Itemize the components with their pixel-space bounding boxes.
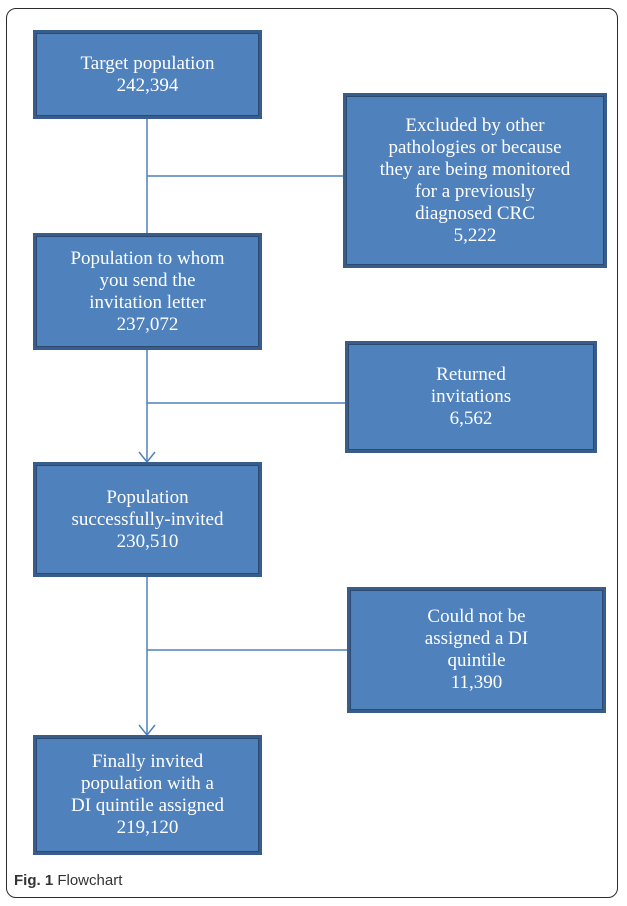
returned-line-2: invitations — [430, 386, 512, 407]
target-count: 242,394 — [116, 74, 179, 96]
noquintile-line-1: Could not be — [427, 606, 526, 627]
noquintile-line-2: assigned a DI — [424, 628, 529, 649]
box-excluded: Excluded by other pathologies or because… — [343, 93, 607, 268]
target-line-1: Target population — [80, 52, 215, 74]
caption-label: Fig. 1 — [14, 872, 54, 889]
figure-caption: Fig. 1 Flowchart — [14, 872, 122, 889]
returned-count: 6,562 — [449, 408, 493, 429]
box-final-population: Finally invited population with a DI qui… — [33, 735, 262, 855]
invited-line-2: you send the — [99, 269, 196, 291]
excluded-line-1: Excluded by other — [405, 114, 545, 136]
final-line-3: DI quintile assigned — [70, 795, 225, 816]
excluded-line-4: for a previously — [414, 180, 536, 202]
box-no-quintile: Could not be assigned a DI quintile 11,3… — [347, 587, 606, 713]
successful-line-2: successfully-invited — [71, 508, 224, 530]
final-count: 219,120 — [116, 817, 179, 838]
final-line-1: Finally invited — [91, 751, 204, 772]
invited-line-1: Population to whom — [70, 247, 225, 269]
successful-line-1: Population — [106, 486, 189, 508]
box-successfully-invited: Population successfully-invited 230,510 — [33, 462, 262, 577]
successful-count: 230,510 — [116, 530, 179, 552]
excluded-line-5: diagnosed CRC — [415, 202, 535, 224]
excluded-line-3: they are being monitored — [379, 158, 571, 180]
excluded-line-2: pathologies or because — [388, 136, 562, 158]
returned-line-1: Returned — [436, 364, 506, 385]
box-target-population: Target population 242,394 — [33, 30, 262, 119]
final-line-2: population with a — [81, 773, 214, 794]
box-invitation-letter: Population to whom you send the invitati… — [33, 233, 262, 350]
caption-text: Flowchart — [57, 872, 123, 889]
invited-line-3: invitation letter — [89, 291, 206, 313]
box-returned-invitations: Returned invitations 6,562 — [345, 341, 597, 453]
excluded-count: 5,222 — [453, 224, 497, 246]
invited-count: 237,072 — [116, 313, 179, 335]
noquintile-line-3: quintile — [447, 650, 506, 671]
noquintile-count: 11,390 — [450, 672, 503, 693]
